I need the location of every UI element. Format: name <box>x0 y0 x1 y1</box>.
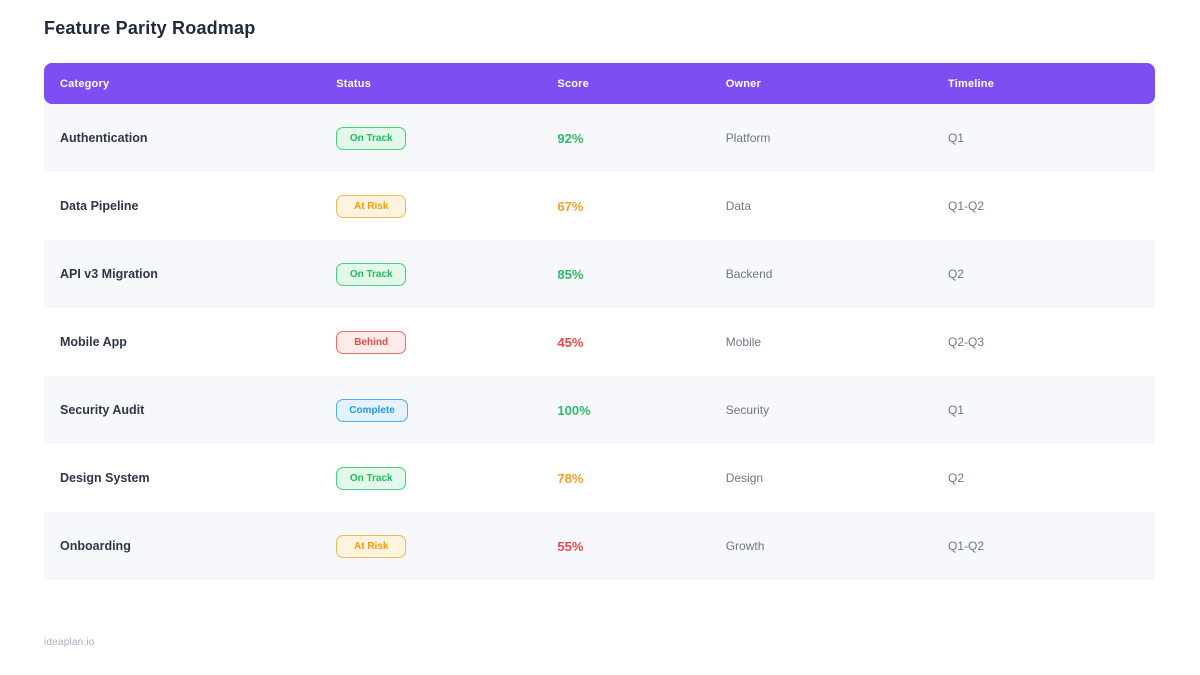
column-header-category: Category <box>60 77 110 90</box>
owner-cell: Backend <box>725 267 773 281</box>
table-row: Design System On Track 78% Design Q2 <box>44 444 1155 512</box>
status-badge: Complete <box>336 398 408 422</box>
category-cell: API v3 Migration <box>60 267 158 281</box>
score-cell: 55% <box>557 538 584 554</box>
score-cell: 45% <box>557 334 584 350</box>
table-row: Data Pipeline At Risk 67% Data Q1-Q2 <box>44 172 1155 240</box>
status-badge: Behind <box>336 330 407 354</box>
table-row: Onboarding At Risk 55% Growth Q1-Q2 <box>44 512 1155 580</box>
category-cell: Onboarding <box>60 539 131 553</box>
status-cell: On Track <box>336 466 557 490</box>
timeline-cell: Q2-Q3 <box>947 335 984 349</box>
status-cell: At Risk <box>336 194 557 218</box>
status-badge: On Track <box>336 466 407 490</box>
page-title: Feature Parity Roadmap <box>44 18 256 38</box>
status-badge: On Track <box>336 126 407 150</box>
roadmap-page: Feature Parity Roadmap Category Status S… <box>44 18 1155 648</box>
owner-cell: Mobile <box>725 335 762 349</box>
column-header-status: Status <box>336 77 372 90</box>
timeline-cell: Q2 <box>947 471 964 485</box>
table-row: Authentication On Track 92% Platform Q1 <box>44 104 1155 172</box>
category-cell: Mobile App <box>60 335 127 349</box>
category-cell: Data Pipeline <box>60 199 139 213</box>
category-cell: Security Audit <box>60 403 145 417</box>
table-row: Mobile App Behind 45% Mobile Q2-Q3 <box>44 308 1155 376</box>
status-cell: On Track <box>336 126 557 150</box>
table-body: Authentication On Track 92% Platform Q1 … <box>44 104 1155 580</box>
timeline-cell: Q1 <box>947 403 964 417</box>
score-cell: 92% <box>557 130 584 146</box>
timeline-cell: Q1 <box>947 131 964 145</box>
owner-cell: Design <box>725 471 764 485</box>
owner-cell: Security <box>725 403 770 417</box>
status-cell: Complete <box>336 398 557 422</box>
status-cell: Behind <box>336 330 557 354</box>
score-cell: 78% <box>557 470 584 486</box>
owner-cell: Platform <box>725 131 771 145</box>
status-cell: At Risk <box>336 534 557 558</box>
owner-cell: Data <box>725 199 752 213</box>
timeline-cell: Q2 <box>947 267 964 281</box>
category-cell: Design System <box>60 471 150 485</box>
owner-cell: Growth <box>725 539 765 553</box>
table-row: Security Audit Complete 100% Security Q1 <box>44 376 1155 444</box>
column-header-score: Score <box>557 77 589 90</box>
table-row: API v3 Migration On Track 85% Backend Q2 <box>44 240 1155 308</box>
status-badge: At Risk <box>336 194 407 218</box>
column-header-timeline: Timeline <box>947 77 995 90</box>
score-cell: 85% <box>557 266 584 282</box>
score-cell: 67% <box>557 198 584 214</box>
table-header-row: Category Status Score Owner Timeline <box>44 63 1155 104</box>
category-cell: Authentication <box>60 131 148 145</box>
timeline-cell: Q1-Q2 <box>947 199 984 213</box>
status-cell: On Track <box>336 262 557 286</box>
status-badge: On Track <box>336 262 407 286</box>
score-cell: 100% <box>557 402 591 418</box>
brand-watermark: ideaplan.io <box>44 637 95 648</box>
timeline-cell: Q1-Q2 <box>947 539 984 553</box>
roadmap-table: Category Status Score Owner Timeline Aut… <box>44 63 1155 580</box>
column-header-owner: Owner <box>725 77 761 90</box>
status-badge: At Risk <box>336 534 407 558</box>
